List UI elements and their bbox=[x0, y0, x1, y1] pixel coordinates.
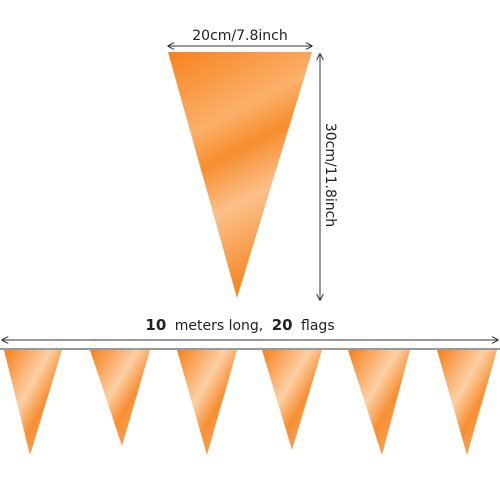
large-flag bbox=[168, 52, 312, 298]
flag bbox=[437, 350, 497, 455]
flags-text: flags bbox=[301, 318, 335, 334]
meters-text: meters long, bbox=[175, 318, 264, 334]
bunting bbox=[4, 350, 497, 455]
height-label: 30cm/11.8inch bbox=[322, 123, 338, 227]
width-label: 20cm/7.8inch bbox=[192, 28, 287, 44]
flag bbox=[262, 350, 322, 450]
flag bbox=[348, 350, 410, 455]
flag bbox=[90, 350, 150, 446]
flag bbox=[177, 350, 237, 455]
flag bbox=[4, 350, 62, 455]
meters-value: 10 bbox=[145, 316, 166, 334]
length-label: 10 meters long, 20 flags bbox=[145, 316, 334, 334]
flags-value: 20 bbox=[272, 316, 293, 334]
